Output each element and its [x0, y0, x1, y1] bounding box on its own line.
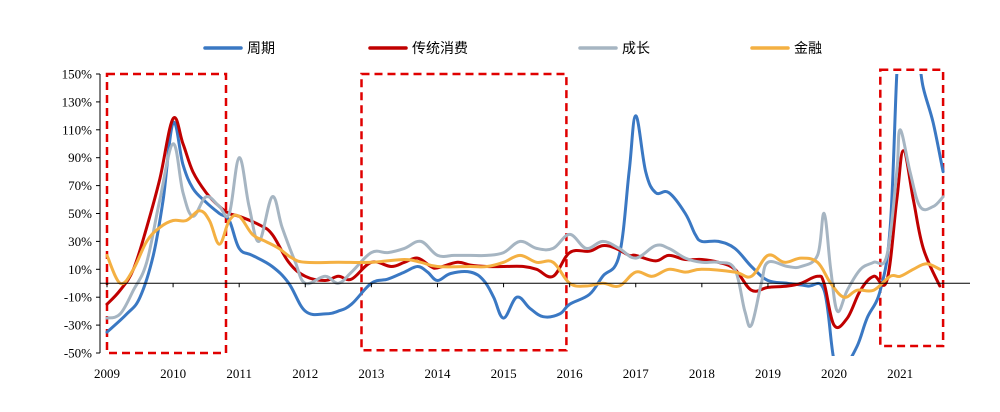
x-tick-label: 2009 [94, 366, 120, 381]
y-tick-label: 70% [68, 178, 92, 193]
x-tick-label: 2016 [557, 366, 584, 381]
series-line-2 [105, 116, 942, 330]
x-tick-label: 2012 [292, 366, 318, 381]
series-line-1 [105, 74, 945, 356]
x-tick-label: 2013 [358, 366, 384, 381]
legend: 周期 传统消费 成长 金融 [203, 41, 822, 57]
x-tick-label: 2018 [689, 366, 715, 381]
x-tick-label: 2017 [623, 366, 650, 381]
x-tick-label: 2014 [424, 366, 451, 381]
legend-label-1: 周期 [247, 41, 275, 57]
x-tick-label: 2019 [755, 366, 781, 381]
x-tick-label: 2020 [821, 366, 847, 381]
series-line-4 [105, 209, 942, 299]
x-tick-label: 2011 [226, 366, 252, 381]
legend-label-2: 传统消费 [412, 41, 468, 57]
y-tick-label: 110% [62, 122, 92, 137]
y-tick-label: 150% [62, 67, 93, 82]
x-tick-label: 2021 [887, 366, 913, 381]
legend-label-3: 成长 [622, 41, 650, 57]
axes: 150%130%110%90%70%50%30%10%-10%-30%-50%2… [62, 67, 970, 381]
y-tick-label: 10% [68, 262, 92, 277]
y-tick-label: 130% [62, 94, 93, 109]
legend-label-4: 金融 [794, 41, 822, 57]
series-line-3 [105, 128, 945, 328]
highlight-boxes [105, 68, 945, 355]
series-lines [105, 74, 945, 356]
y-tick-label: 50% [68, 206, 92, 221]
x-tick-label: 2015 [491, 366, 517, 381]
y-tick-label: 30% [68, 234, 92, 249]
y-tick-label: -30% [64, 318, 92, 333]
y-tick-label: 90% [68, 150, 92, 165]
highlight-box-3 [879, 68, 945, 348]
x-tick-label: 2010 [160, 366, 186, 381]
highlight-box-1 [105, 72, 228, 355]
y-tick-label: -10% [64, 290, 92, 305]
highlight-box-2 [360, 72, 568, 352]
y-tick-label: -50% [64, 346, 92, 361]
